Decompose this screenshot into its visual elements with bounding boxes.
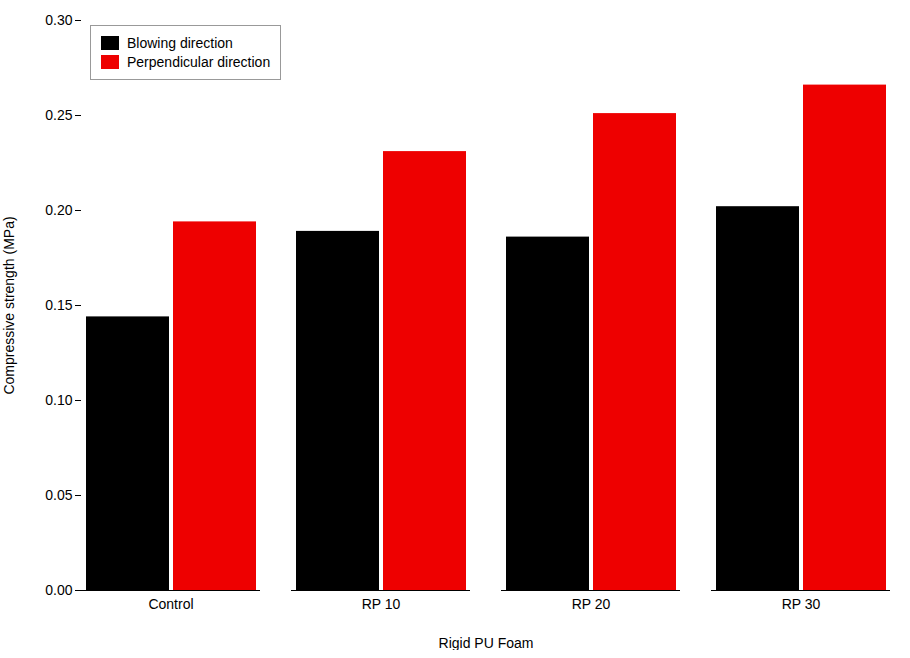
svg-text:0.30: 0.30 [45,12,72,28]
html-text:Perpendicular direction: Perpendicular direction [127,54,271,70]
svg-text:0.05: 0.05 [45,487,72,503]
svg-text:0.15: 0.15 [45,297,72,313]
svg-text:0.10: 0.10 [45,392,72,408]
html-text:Blowing direction: Blowing direction [127,35,233,51]
svg-text:Control: Control [148,596,193,612]
svg-text:0.20: 0.20 [45,202,72,218]
svg-text:RP 20: RP 20 [572,596,611,612]
svg-text:RP 30: RP 30 [782,596,821,612]
svg-text:Rigid PU Foam: Rigid PU Foam [439,635,534,651]
svg-text:Compressive strength (MPa): Compressive strength (MPa) [1,216,17,394]
svg-text:0.25: 0.25 [45,107,72,123]
svg-text:RP 10: RP 10 [362,596,401,612]
svg-text:0.00: 0.00 [45,582,72,598]
